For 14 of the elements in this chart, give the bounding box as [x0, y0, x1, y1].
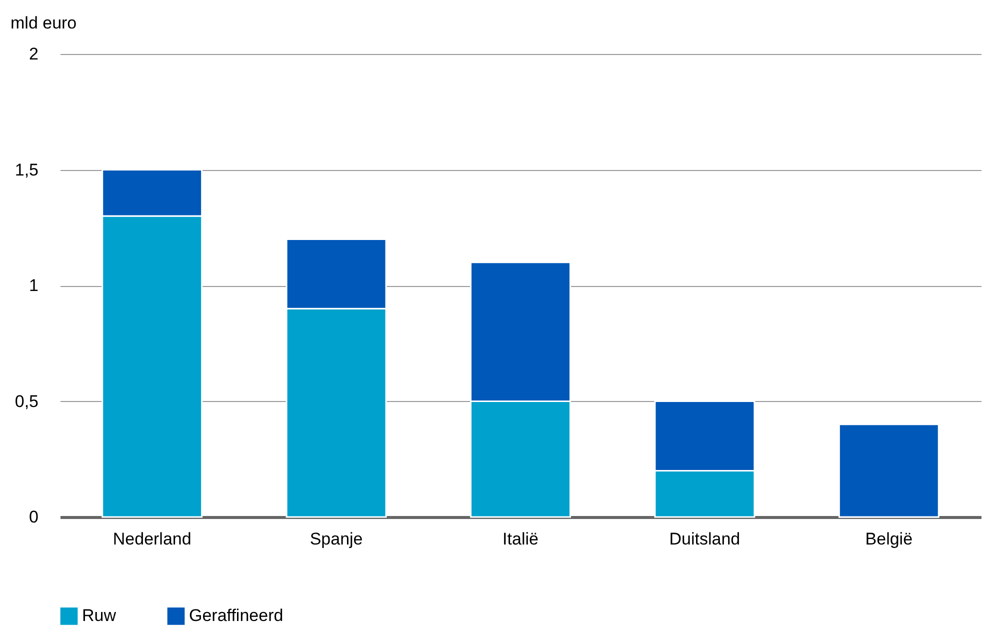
x-tick-label: Spanje: [310, 530, 363, 548]
x-tick-label: Duitsland: [669, 530, 740, 548]
legend-label: Ruw: [82, 606, 117, 626]
y-tick-label: 0,5: [14, 392, 38, 411]
y-tick-label: 1: [29, 276, 38, 295]
bar: [838, 424, 940, 518]
x-tick-label: Nederland: [112, 530, 192, 548]
x-tick-label: Italië: [502, 530, 538, 548]
y-tick-label: 0: [29, 508, 38, 526]
x-tick-label: België: [865, 530, 913, 548]
y-axis-title: mld euro: [10, 14, 77, 32]
y-tick-label: 1,5: [14, 160, 38, 180]
legend-label: Geraffineerd: [189, 606, 284, 626]
y-tick-label: 2: [29, 44, 38, 64]
